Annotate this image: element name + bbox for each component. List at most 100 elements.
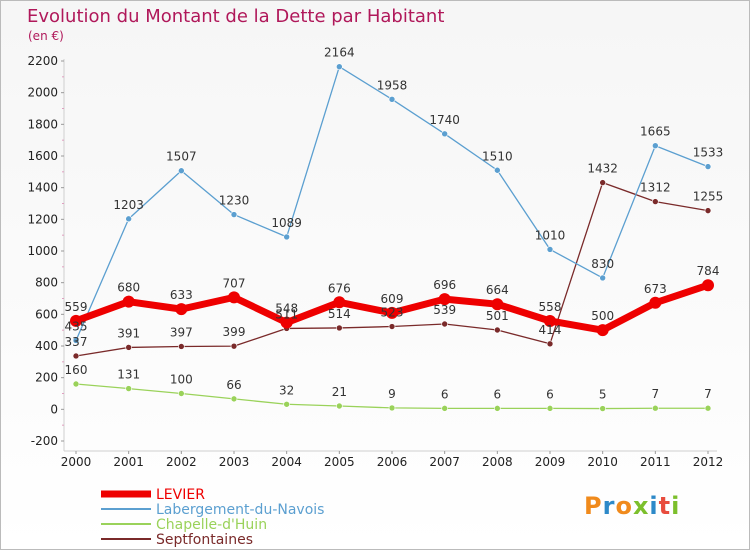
data-label: 664 xyxy=(486,283,509,297)
legend-label: Septfontaines xyxy=(156,532,253,548)
data-label: 131 xyxy=(117,368,140,382)
series-point xyxy=(178,390,185,397)
series-point xyxy=(438,293,451,306)
data-label: 680 xyxy=(117,281,140,295)
x-tick-label: 2005 xyxy=(324,455,355,469)
legend-label: LEVIER xyxy=(156,487,205,503)
legend-label: Labergement-du-Navois xyxy=(156,502,324,518)
series-point xyxy=(702,279,714,292)
data-label: 784 xyxy=(697,264,720,278)
data-label: 696 xyxy=(433,278,456,292)
series-point xyxy=(230,342,238,350)
data-label: 673 xyxy=(644,282,667,296)
data-label: 1312 xyxy=(640,181,671,195)
data-label: 1432 xyxy=(587,162,618,176)
data-label: 501 xyxy=(486,309,509,323)
data-label: 7 xyxy=(704,387,712,401)
series-point xyxy=(230,211,238,218)
y-tick-label: 400 xyxy=(35,339,58,353)
series-point xyxy=(494,326,501,334)
series-point xyxy=(125,344,132,351)
series-point xyxy=(125,215,132,223)
series-point xyxy=(72,352,80,360)
series-point xyxy=(704,207,712,214)
series-point xyxy=(70,314,82,327)
brand-logo: Proxiti xyxy=(584,492,680,520)
series-point xyxy=(599,179,606,186)
data-label: 7 xyxy=(652,387,660,401)
data-label: 500 xyxy=(591,309,614,323)
series-point xyxy=(491,298,504,311)
data-label: 6 xyxy=(546,387,554,401)
series-point xyxy=(441,405,448,412)
data-label: 548 xyxy=(275,302,298,316)
data-label: 160 xyxy=(65,363,88,377)
data-label: 1507 xyxy=(166,150,197,164)
series-point xyxy=(544,314,556,327)
data-label: 6 xyxy=(494,387,502,401)
data-label: 1230 xyxy=(219,194,250,208)
series-point xyxy=(652,142,659,150)
series-point xyxy=(336,63,343,70)
series-point xyxy=(652,404,659,412)
x-tick-label: 2011 xyxy=(640,455,671,469)
series-point xyxy=(596,324,609,337)
data-label: 1665 xyxy=(640,125,671,139)
x-tick-label: 2003 xyxy=(219,455,250,469)
legend-label: Chapelle-d'Huin xyxy=(156,517,267,533)
x-tick-label: 2001 xyxy=(113,455,144,469)
x-tick-label: 2008 xyxy=(482,455,513,469)
x-tick-label: 2012 xyxy=(693,455,724,469)
data-label: 609 xyxy=(381,292,404,306)
series-point xyxy=(649,296,662,309)
series-point xyxy=(441,320,448,328)
y-tick-label: 2200 xyxy=(27,54,58,68)
data-label: 514 xyxy=(328,307,351,321)
series-point xyxy=(386,306,398,319)
data-label: 1089 xyxy=(271,216,302,230)
brand-letter: i xyxy=(671,492,681,520)
series-point xyxy=(72,337,80,344)
series-point xyxy=(178,167,185,175)
series-point xyxy=(283,233,290,241)
series-point xyxy=(336,324,343,332)
series-point xyxy=(178,343,185,350)
data-label: 633 xyxy=(170,288,193,302)
series-point xyxy=(494,166,501,174)
data-label: 21 xyxy=(332,385,347,399)
series-point xyxy=(652,198,659,205)
series-point xyxy=(228,291,240,304)
x-tick-label: 2004 xyxy=(271,455,302,469)
data-label: 397 xyxy=(170,325,193,339)
series-point xyxy=(230,395,238,403)
x-tick-label: 2000 xyxy=(61,455,92,469)
data-label: 66 xyxy=(226,378,241,392)
y-tick-label: 1400 xyxy=(27,181,58,195)
data-label: 9 xyxy=(388,387,396,401)
y-tick-label: 600 xyxy=(35,307,58,321)
y-tick-label: 0 xyxy=(50,402,58,416)
brand-letter: o xyxy=(615,492,633,520)
data-label: 511 xyxy=(275,307,298,321)
series-point xyxy=(494,405,501,412)
data-label: 6 xyxy=(441,387,449,401)
brand-letter: r xyxy=(602,492,616,520)
series-point xyxy=(441,130,448,138)
x-tick-label: 2009 xyxy=(535,455,566,469)
data-label: 558 xyxy=(539,300,562,314)
series-point xyxy=(546,405,554,412)
data-label: 337 xyxy=(65,335,88,349)
data-label: 399 xyxy=(223,325,246,339)
series-point xyxy=(704,404,712,412)
x-tick-label: 2007 xyxy=(429,455,460,469)
brand-letter: i xyxy=(649,492,659,520)
y-tick-label: 1600 xyxy=(27,149,58,163)
x-tick-label: 2010 xyxy=(587,455,618,469)
chart-title: Evolution du Montant de la Dette par Hab… xyxy=(27,6,445,27)
data-label: 559 xyxy=(65,300,88,314)
series-point xyxy=(336,402,343,410)
y-tick-label: -200 xyxy=(31,434,58,448)
data-label: 523 xyxy=(381,306,404,320)
data-label: 435 xyxy=(65,319,88,333)
